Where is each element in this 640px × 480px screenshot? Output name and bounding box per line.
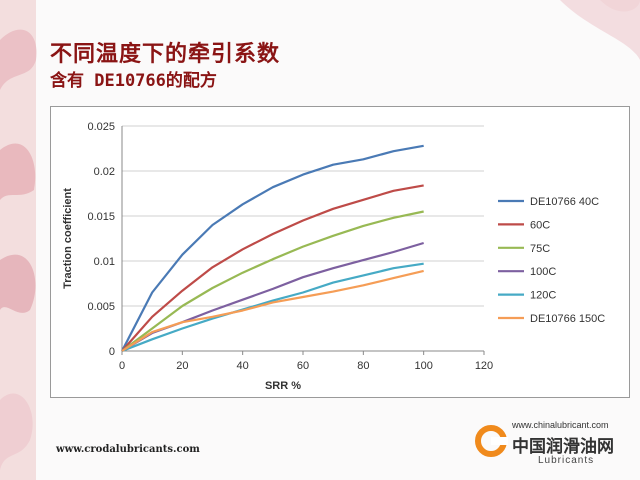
x-tick-label: 120	[475, 360, 493, 372]
leaf-decoration-icon	[0, 29, 37, 90]
logo-subtitle: Lubricants	[538, 455, 595, 466]
legend-entry: 75C	[530, 243, 550, 255]
traction-chart: 0 0.005 0.01 0.015 0.02 0.025 0 20 40 60 80 100 120 S…	[62, 121, 605, 392]
x-tick-label: 80	[357, 360, 369, 372]
y-tick-label: 0	[109, 346, 115, 358]
y-tick-label: 0.01	[94, 256, 115, 268]
x-tick-label: 100	[414, 360, 432, 372]
legend-entry: DE10766 40C	[530, 196, 599, 208]
chinalubricant-logo-icon	[475, 425, 508, 457]
legend-entry: 120C	[530, 290, 556, 302]
slide-title: 不同温度下的牵引系数	[50, 42, 281, 67]
slide-subtitle: 含有 DE10766的配方	[50, 71, 217, 91]
leaf-decoration-icon	[0, 143, 36, 200]
y-axis-label: Traction coefficient	[62, 188, 74, 289]
series-line-4	[121, 262, 424, 353]
series-line-0	[121, 144, 424, 352]
logo-site-url[interactable]: www.chinalubricant.com	[512, 420, 609, 430]
logo-name: 中国润滑油网	[512, 437, 614, 457]
leaf-decoration-icon	[0, 254, 36, 313]
x-axis-label: SRR %	[265, 380, 301, 392]
y-tick-label: 0.005	[87, 301, 115, 313]
legend-entry: 60C	[530, 219, 550, 231]
x-tick-label: 0	[119, 360, 125, 372]
legend-entry: 100C	[530, 266, 556, 278]
legend-entry: DE10766 150C	[530, 313, 605, 325]
series-line-1	[121, 184, 424, 352]
x-tick-label: 40	[237, 360, 249, 372]
y-tick-label: 0.025	[87, 121, 115, 133]
footer-url[interactable]: www.crodalubricants.com	[56, 444, 200, 455]
leaf-decoration-icon	[0, 393, 33, 470]
y-tick-label: 0.02	[94, 166, 115, 178]
series-line-2	[121, 210, 424, 352]
y-tick-label: 0.015	[87, 211, 115, 223]
series-line-5	[121, 269, 424, 352]
leaf-decoration-icon	[560, 0, 640, 60]
x-tick-label: 60	[297, 360, 309, 372]
x-tick-label: 20	[176, 360, 188, 372]
chart-container: 0 0.005 0.01 0.015 0.02 0.025 0 20 40 60 80 100 120 S…	[50, 106, 630, 398]
